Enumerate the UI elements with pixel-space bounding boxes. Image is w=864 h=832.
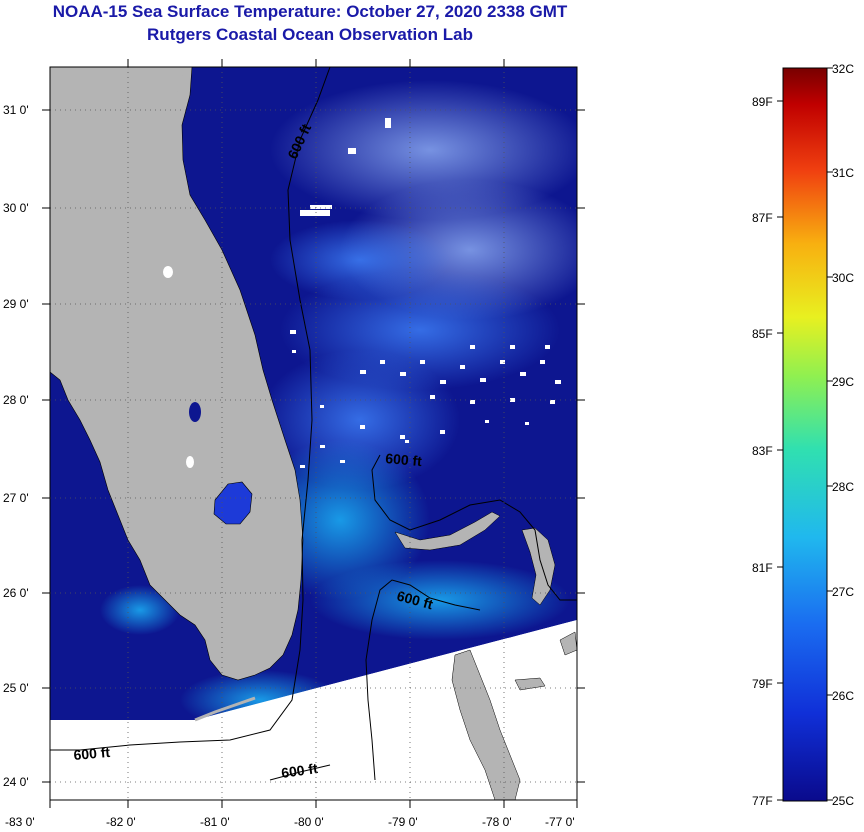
colorbar-label-f: 77F — [752, 794, 773, 808]
colorbar-label-c: 26C — [832, 689, 854, 703]
lat-label: 31 0' — [3, 103, 29, 117]
lon-label: -80 0' — [294, 815, 324, 829]
contour-label-bahamas: 600 ft — [385, 450, 423, 469]
bahamas-andros — [451, 649, 521, 800]
lat-label: 24 0' — [3, 775, 29, 789]
map-title: NOAA-15 Sea Surface Temperature: October… — [52, 2, 568, 21]
colorbar-label-c: 32C — [832, 62, 854, 76]
colorbar-label-c: 29C — [832, 375, 854, 389]
colorbar-label-f: 87F — [752, 211, 773, 225]
latitude-labels: 31 0' 30 0' 29 0' 28 0' 27 0' 26 0' 25 0… — [3, 103, 29, 789]
colorbar-label-c: 25C — [832, 794, 854, 808]
lat-label: 28 0' — [3, 393, 29, 407]
bahamas-grand-bahama — [394, 511, 501, 551]
lon-label: -83 0' — [5, 815, 35, 829]
contour-label-southwest: 600 ft — [73, 744, 111, 763]
lon-label: -79 0' — [388, 815, 418, 829]
lon-label: -82 0' — [106, 815, 136, 829]
lon-label: -77 0' — [545, 815, 575, 829]
lat-label: 26 0' — [3, 586, 29, 600]
colorbar-gradient — [782, 67, 828, 802]
lon-label: -78 0' — [482, 815, 512, 829]
temperature-colorbar: 32C 31C 30C 29C 28C 27C 26C 25C 89F 87F … — [752, 62, 854, 808]
colorbar-label-f: 85F — [752, 327, 773, 341]
lat-label: 29 0' — [3, 297, 29, 311]
lake-okeechobee — [213, 481, 253, 525]
longitude-labels: -83 0' -82 0' -81 0' -80 0' -79 0' -78 0… — [5, 815, 575, 829]
map-body: 600 ft 600 ft 600 ft 600 ft 600 ft — [50, 67, 577, 800]
colorbar-label-f: 81F — [752, 561, 773, 575]
colorbar-label-c: 31C — [832, 166, 854, 180]
colorbar-label-c: 27C — [832, 585, 854, 599]
map-frame — [49, 66, 578, 801]
isobath-600ft — [50, 67, 577, 781]
lat-label: 25 0' — [3, 681, 29, 695]
lon-label: -81 0' — [200, 815, 230, 829]
colorbar-label-c: 30C — [832, 271, 854, 285]
colorbar-label-c: 28C — [832, 480, 854, 494]
lat-label: 27 0' — [3, 491, 29, 505]
no-data-area — [50, 620, 577, 800]
map-subtitle: Rutgers Coastal Ocean Observation Lab — [147, 25, 473, 44]
graticule — [50, 67, 577, 800]
bahamas-abaco — [521, 527, 556, 606]
colorbar-label-f: 89F — [752, 95, 773, 109]
lat-label: 30 0' — [3, 201, 29, 215]
colorbar-label-f: 83F — [752, 444, 773, 458]
colorbar-label-f: 79F — [752, 677, 773, 691]
contour-label-south: 600 ft — [280, 760, 319, 781]
